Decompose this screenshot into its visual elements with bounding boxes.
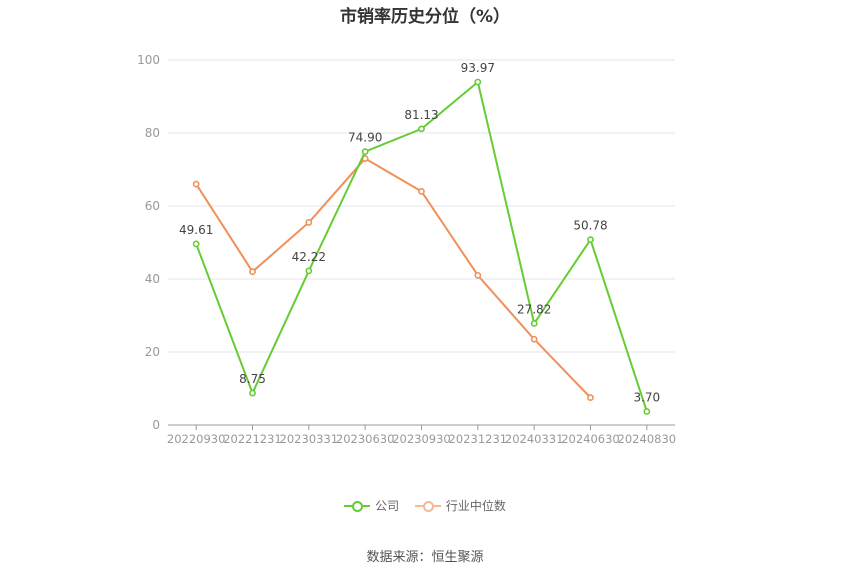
- data-label: 49.61: [179, 223, 213, 237]
- y-tick-label: 60: [145, 199, 160, 213]
- data-point-0: [361, 148, 369, 156]
- legend: 公司 行业中位数: [0, 497, 850, 516]
- x-tick-label: 20230930: [392, 432, 451, 446]
- data-point-1: [305, 219, 313, 226]
- x-tick-label: 20240630: [561, 432, 620, 446]
- data-label: 74.90: [348, 131, 382, 145]
- data-label: 27.82: [517, 302, 551, 316]
- data-label: 3.70: [633, 390, 660, 404]
- data-point-0: [305, 267, 313, 275]
- data-point-1: [587, 394, 594, 402]
- data-point-1: [474, 271, 482, 279]
- series-line-1: [195, 157, 592, 399]
- data-point-1: [418, 187, 425, 195]
- data-point-0: [643, 408, 651, 415]
- data-point-0: [474, 78, 482, 86]
- data-label: 42.22: [292, 250, 326, 264]
- y-tick-label: 20: [145, 345, 160, 359]
- data-label: 8.75: [239, 372, 266, 386]
- legend-item-company[interactable]: 公司: [344, 497, 399, 514]
- data-source: 数据来源：恒生聚源: [366, 550, 484, 565]
- legend-label-industry: 行业中位数: [445, 499, 506, 513]
- legend-swatch-industry: [414, 499, 441, 513]
- x-tick-label: 20230630: [336, 432, 395, 446]
- data-point-0: [249, 389, 256, 397]
- data-label: 50.78: [573, 219, 607, 233]
- x-tick-label: 20221231: [223, 432, 282, 446]
- legend-label-company: 公司: [375, 499, 400, 513]
- x-tick-label: 20230331: [280, 432, 339, 446]
- y-tick-label: 0: [152, 418, 160, 432]
- legend-swatch-company: [344, 499, 371, 513]
- x-tick-label: 20240331: [505, 432, 564, 446]
- x-tick-label: 20231231: [449, 432, 508, 446]
- y-tick-label: 40: [145, 272, 160, 286]
- x-tick-label: 20240830: [618, 432, 677, 446]
- data-point-1: [192, 180, 200, 188]
- data-point-0: [192, 240, 200, 248]
- data-point-0: [587, 236, 594, 244]
- chart-plot: 0204060801002022093020221231202303312023…: [137, 53, 677, 446]
- y-tick-label: 100: [137, 53, 160, 67]
- x-tick-label: 20220930: [167, 432, 226, 446]
- data-point-1: [530, 335, 538, 343]
- data-point-0: [530, 320, 538, 327]
- data-point-1: [249, 268, 256, 276]
- legend-item-industry[interactable]: 行业中位数: [414, 497, 506, 514]
- y-tick-label: 80: [145, 126, 160, 140]
- data-point-0: [418, 125, 425, 133]
- chart-title: 市销率历史分位（%）: [339, 7, 511, 27]
- data-label: 93.97: [461, 61, 495, 75]
- data-label: 81.13: [404, 108, 438, 122]
